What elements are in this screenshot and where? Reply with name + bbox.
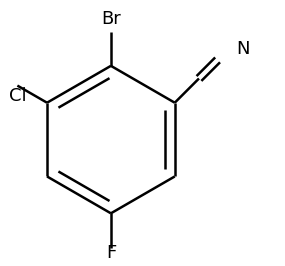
Text: Cl: Cl [9,87,27,105]
Text: N: N [236,40,249,58]
Text: Br: Br [101,10,121,28]
Text: F: F [106,244,116,261]
